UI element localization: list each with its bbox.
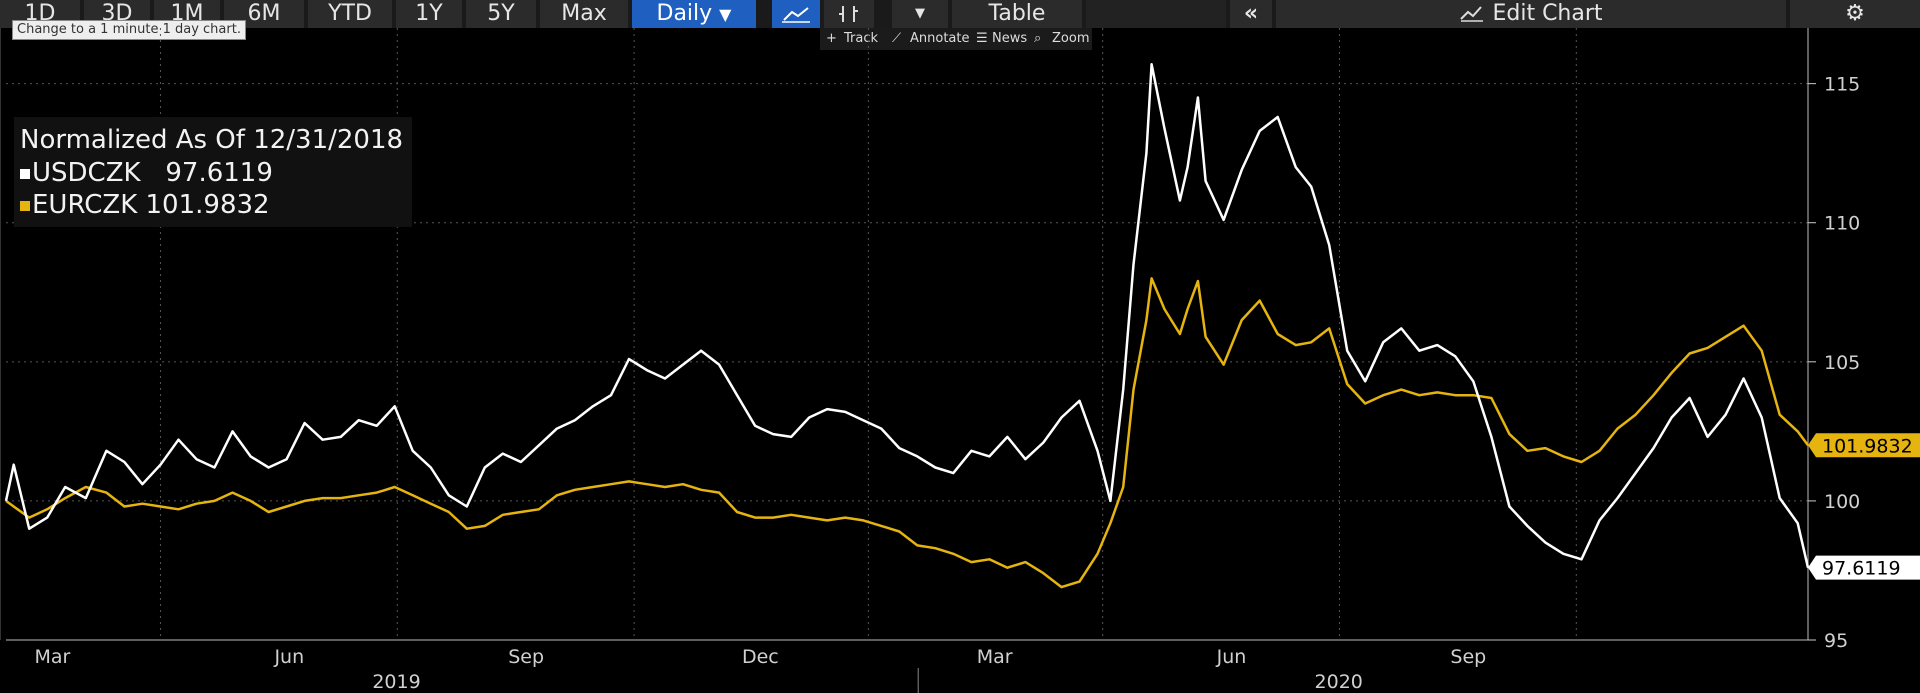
legend-item-eurczk[interactable]: EURCZK 101.9832 xyxy=(20,190,270,220)
chart-axes xyxy=(0,28,1816,693)
y-tick-label: 105 xyxy=(1824,352,1860,374)
track-button[interactable]: Track xyxy=(844,31,879,46)
range-max-button[interactable]: Max xyxy=(540,0,628,28)
last-value-label-usdczk: 97.6119 xyxy=(1808,555,1920,580)
y-tick-label: 115 xyxy=(1824,74,1860,96)
chart-toolbar: 1D 3D 1M 6M YTD 1Y 5Y Max Daily ▼ ▼ Tabl… xyxy=(0,0,1920,28)
range-5y-button[interactable]: 5Y xyxy=(466,0,536,28)
x-tick-label: Mar xyxy=(977,646,1013,668)
tooltip: Change to a 1 minute 1 day chart. xyxy=(12,20,246,40)
news-icon: ☰ xyxy=(976,31,988,46)
usdczk-swatch xyxy=(20,168,30,179)
x-tick-label: Sep xyxy=(508,646,544,668)
zoom-magnifier-icon: ⌕ xyxy=(1034,31,1042,46)
y-tick-label: 110 xyxy=(1824,213,1860,235)
annotate-pencil-icon: ⟋ xyxy=(892,31,902,46)
dropdown-arrow-icon: ▼ xyxy=(719,5,732,24)
x-tick-label: Dec xyxy=(742,646,779,668)
x-tick-label: Jun xyxy=(273,646,304,668)
year-label: 2020 xyxy=(1315,671,1363,693)
zoom-button[interactable]: Zoom xyxy=(1052,31,1090,46)
edit-chart-label: Edit Chart xyxy=(1492,1,1603,26)
x-tick-label: Mar xyxy=(35,646,71,668)
x-tick-label: Sep xyxy=(1450,646,1486,668)
range-ytd-button[interactable]: YTD xyxy=(308,0,392,28)
settings-gear-icon[interactable]: ⚙ xyxy=(1790,0,1920,28)
year-label: 2019 xyxy=(372,671,420,693)
collapse-double-chevron-icon[interactable]: « xyxy=(1230,0,1272,28)
chart-legend: Normalized As Of 12/31/2018 USDCZK 97.61… xyxy=(14,117,412,227)
track-crosshair-icon: + xyxy=(826,31,837,46)
range-1y-button[interactable]: 1Y xyxy=(396,0,462,28)
chart-labels: 95 100 105 110 115 Mar Jun Sep Dec Mar Jun Sep 2019 2… xyxy=(35,74,1920,693)
last-value-text: 101.9832 xyxy=(1822,435,1913,457)
series-line-usdczk xyxy=(4,62,1810,568)
legend-eurczk-label: EURCZK 101.9832 xyxy=(32,190,270,220)
series-line-eurczk xyxy=(5,277,1810,589)
edit-chart-icon xyxy=(1459,1,1492,26)
last-value-tag xyxy=(1808,555,1920,580)
edit-chart-button[interactable]: Edit Chart xyxy=(1276,0,1786,28)
eurczk-swatch xyxy=(20,200,30,211)
chart-lines xyxy=(4,62,1810,589)
legend-usdczk-label: USDCZK 97.6119 xyxy=(32,158,273,188)
frequency-dropdown[interactable]: Daily ▼ xyxy=(632,0,756,28)
chart-subtoolbar: + Track ⟋ Annotate ☰ News ⌕ Zoom xyxy=(820,28,1092,50)
legend-title: Normalized As Of 12/31/2018 xyxy=(20,125,404,155)
y-tick-label: 100 xyxy=(1824,491,1860,513)
chart-type-dropdown-icon[interactable]: ▼ xyxy=(892,0,948,28)
line-chart-icon[interactable] xyxy=(772,0,820,28)
last-value-tag xyxy=(1808,433,1920,458)
x-tick-label: Jun xyxy=(1216,646,1247,668)
annotate-button[interactable]: Annotate xyxy=(910,31,970,46)
news-button[interactable]: News xyxy=(992,31,1028,46)
toolbar-spacer xyxy=(1086,0,1226,28)
legend-item-usdczk[interactable]: USDCZK 97.6119 xyxy=(20,158,273,188)
bar-chart-icon[interactable] xyxy=(824,0,874,28)
last-value-label-eurczk: 101.9832 xyxy=(1808,433,1920,458)
table-button[interactable]: Table xyxy=(952,0,1082,28)
frequency-label: Daily xyxy=(656,1,713,26)
last-value-text: 97.6119 xyxy=(1822,558,1901,580)
y-tick-label: 95 xyxy=(1824,630,1848,652)
